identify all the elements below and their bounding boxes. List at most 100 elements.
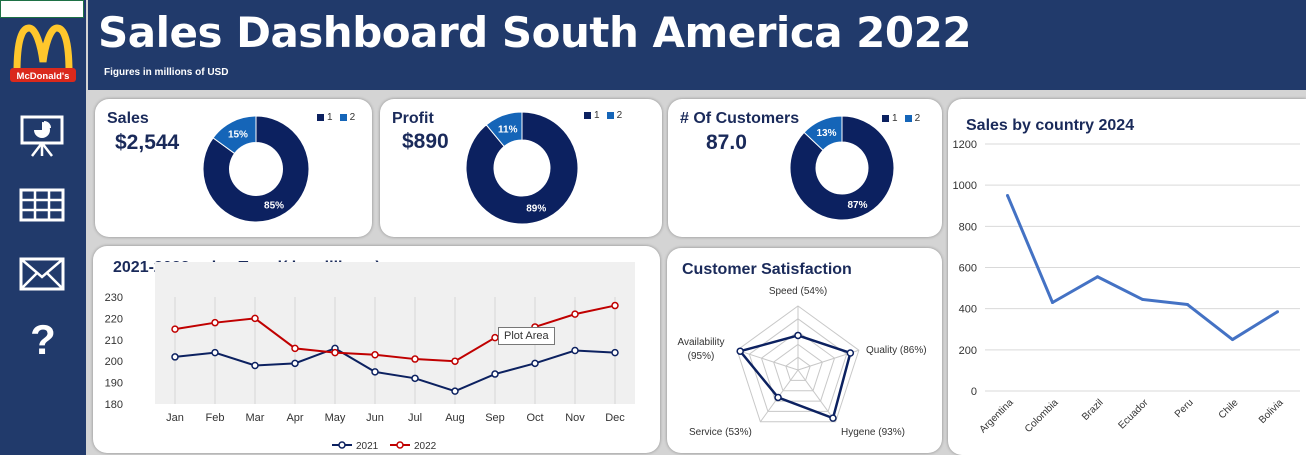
data-point bbox=[794, 331, 802, 340]
data-point bbox=[1186, 303, 1189, 307]
country-sales-card[interactable]: Sales by country 2024 0 200 400 600 800 1000 1… bbox=[948, 99, 1306, 455]
x-tick-label: May bbox=[325, 412, 346, 424]
kpi-label: Sales bbox=[107, 110, 149, 127]
donut-legend: 1 2 bbox=[882, 113, 920, 124]
radar-grid bbox=[785, 356, 811, 381]
radar-grid bbox=[773, 343, 823, 392]
data-point bbox=[491, 370, 499, 378]
x-tick-label: Sep bbox=[485, 412, 505, 424]
donut-slice bbox=[803, 115, 843, 151]
x-tick-label: Argentina bbox=[978, 397, 1016, 435]
donut-slice bbox=[212, 115, 257, 155]
slice-label: 85% bbox=[264, 200, 284, 211]
table-icon[interactable] bbox=[18, 184, 66, 228]
legend-label: 2 bbox=[349, 112, 356, 123]
x-tick-label: Jun bbox=[366, 412, 384, 424]
data-point bbox=[1231, 338, 1234, 342]
y-tick-label: 800 bbox=[959, 221, 977, 233]
kpi-value: $890 bbox=[402, 130, 449, 153]
radar-axis bbox=[797, 369, 837, 423]
data-point bbox=[251, 314, 259, 323]
data-point bbox=[291, 359, 299, 368]
profit-kpi-card[interactable]: Profit $890 1 2 89% 11% bbox=[380, 99, 662, 237]
x-tick-label: Mar bbox=[246, 412, 265, 424]
y-tick-label: 190 bbox=[105, 378, 123, 390]
legend-swatch bbox=[317, 114, 324, 121]
presentation-icon[interactable] bbox=[18, 113, 66, 157]
radar-axis-label: Availability bbox=[677, 337, 724, 348]
x-tick-label: Dec bbox=[605, 412, 625, 424]
customers-kpi-card[interactable]: # Of Customers 87.0 1 2 87% 13% bbox=[668, 99, 942, 237]
sales-donut-chart[interactable]: 85% 15% bbox=[202, 115, 310, 223]
data-point bbox=[1051, 300, 1054, 304]
y-tick-label: 220 bbox=[105, 313, 123, 325]
legend-label: 1 bbox=[327, 112, 333, 123]
data-point bbox=[531, 359, 539, 368]
data-point bbox=[1141, 297, 1144, 301]
y-tick-label: 230 bbox=[105, 292, 123, 304]
radar-axis bbox=[736, 349, 799, 371]
country-sales-chart[interactable]: 0 200 400 600 800 1000 1200 Argentina Colombia Br… bbox=[948, 99, 1306, 455]
y-tick-label: 600 bbox=[959, 263, 977, 275]
sidebar: McDonald's ? bbox=[0, 0, 86, 455]
slice-label: 11% bbox=[498, 124, 518, 135]
legend-label: 2 bbox=[616, 110, 623, 121]
y-tick-label: 1000 bbox=[953, 180, 977, 192]
mail-icon[interactable] bbox=[18, 252, 66, 296]
data-point bbox=[251, 361, 259, 370]
selected-cell[interactable] bbox=[0, 0, 84, 18]
x-tick-label: Ecuador bbox=[1117, 397, 1152, 432]
profit-donut-chart[interactable]: 89% 11% bbox=[465, 111, 579, 225]
data-point bbox=[171, 353, 179, 361]
kpi-label: # Of Customers bbox=[680, 110, 800, 127]
x-tick-label: Feb bbox=[206, 412, 225, 424]
legend-label: 2021 bbox=[356, 441, 379, 452]
customers-donut-chart[interactable]: 87% 13% bbox=[789, 115, 895, 221]
legend-label: 1 bbox=[594, 110, 600, 121]
donut-slice bbox=[202, 115, 310, 223]
slice-label: 13% bbox=[817, 128, 837, 139]
satisfaction-card[interactable]: Customer Satisfaction Speed (54%) Quality… bbox=[667, 248, 942, 453]
data-point bbox=[829, 414, 837, 422]
data-point bbox=[1096, 275, 1099, 279]
page-title: Sales Dashboard South America 2022 bbox=[98, 8, 972, 57]
data-point bbox=[774, 393, 782, 402]
donut-legend: 1 2 bbox=[584, 110, 622, 121]
satisfaction-radar-chart[interactable]: Speed (54%) Quality (86%) Hygene (93%) Serv… bbox=[667, 248, 942, 453]
data-point bbox=[846, 349, 855, 357]
y-tick-label: 1200 bbox=[953, 139, 977, 151]
data-point bbox=[1276, 310, 1279, 314]
y-tick-label: 0 bbox=[971, 386, 977, 398]
x-tick-label: Brazil bbox=[1080, 397, 1105, 422]
y-tick-label: 400 bbox=[959, 304, 977, 316]
sales-kpi-card[interactable]: Sales $2,544 1 2 85% 15% bbox=[95, 99, 372, 237]
data-point bbox=[411, 355, 419, 363]
legend-marker bbox=[338, 441, 346, 449]
x-tick-label: Oct bbox=[526, 412, 543, 424]
logo-text: McDonald's bbox=[17, 71, 70, 82]
sales-trend-chart[interactable]: Jan Feb Mar Apr May Jun Jul Aug Sep Oct Nov Dec 180 1… bbox=[93, 246, 660, 453]
data-point bbox=[211, 348, 219, 357]
legend-label: 2 bbox=[914, 113, 921, 124]
chart-title: Sales by country 2024 bbox=[966, 117, 1135, 134]
donut-legend: 1 2 bbox=[317, 112, 355, 123]
data-point bbox=[1006, 193, 1009, 197]
data-point bbox=[611, 301, 619, 310]
data-point bbox=[171, 325, 179, 333]
legend-swatch bbox=[882, 115, 889, 122]
x-tick-label: Peru bbox=[1173, 397, 1196, 420]
x-tick-label: Aug bbox=[445, 412, 465, 424]
kpi-value: 87.0 bbox=[706, 131, 747, 154]
help-icon[interactable]: ? bbox=[30, 316, 56, 363]
legend-swatch bbox=[606, 112, 614, 119]
data-point bbox=[411, 374, 419, 383]
y-tick-label: 200 bbox=[105, 356, 123, 368]
legend-marker bbox=[396, 441, 404, 449]
radar-grid bbox=[736, 305, 860, 423]
sales-trend-card[interactable]: 2021-2022 sales Trend( in millions ) Jan… bbox=[93, 246, 660, 453]
y-tick-label: 200 bbox=[959, 345, 977, 357]
y-tick-label: 210 bbox=[105, 335, 123, 347]
radar-axis-label: Hygene (93%) bbox=[841, 427, 905, 438]
data-point bbox=[451, 387, 459, 395]
x-tick-label: Nov bbox=[565, 412, 585, 424]
